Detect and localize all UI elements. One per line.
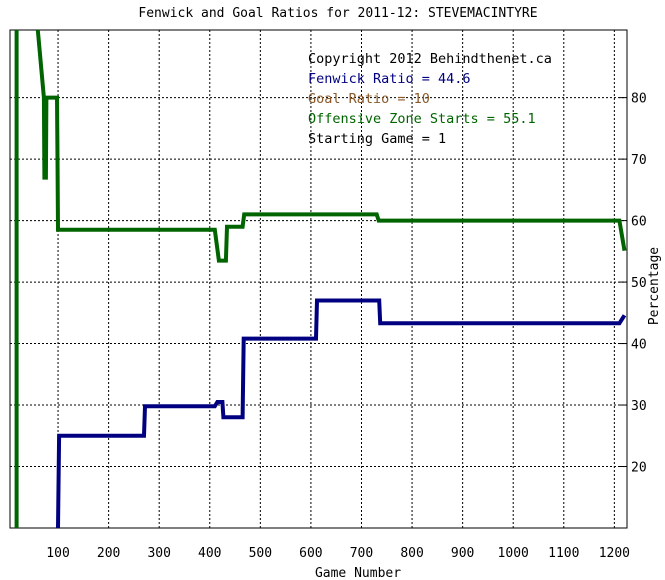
y-tick-label: 50: [631, 276, 647, 291]
annotation-block: Copyright 2012 Behindthenet.ca Fenwick Ra…: [308, 51, 552, 147]
annotation-line: Goal Ratio = 10: [308, 91, 430, 107]
x-tick-labels: 100 200 300 400 500 600 700 800 900 1000 1100 1200: [46, 546, 630, 561]
x-tick-label: 700: [350, 546, 373, 561]
plot-frame: [9, 29, 628, 529]
annotation-line: Copyright 2012 Behindthenet.ca: [308, 51, 552, 67]
x-tick-label: 400: [198, 546, 221, 561]
annotation-line: Fenwick Ratio = 44.6: [308, 71, 471, 87]
x-tick-label: 500: [249, 546, 272, 561]
series-line-0: [56, 298, 627, 529]
annotation-line: Starting Game = 1: [308, 131, 446, 147]
annotation-line: Offensive Zone Starts = 55.1: [308, 111, 536, 127]
x-tick-label: 300: [147, 546, 170, 561]
vertical-gridlines: [57, 30, 615, 528]
y-tick-label: 40: [631, 338, 647, 353]
y-axis-label: Percentage: [647, 247, 662, 325]
x-tick-label: 1000: [498, 546, 529, 561]
x-tick-label: 200: [97, 546, 120, 561]
x-tick-label: 900: [451, 546, 474, 561]
y-tick-labels: 20 30 40 50 60 70 80: [631, 92, 647, 476]
x-tick-label: 800: [400, 546, 423, 561]
x-tick-label: 100: [46, 546, 69, 561]
chart-title: Fenwick and Goal Ratios for 2011-12: STE…: [138, 6, 537, 21]
series-line-1: [35, 29, 627, 263]
y-tick-label: 60: [631, 215, 647, 230]
x-tick-label: 1200: [599, 546, 630, 561]
x-axis-label: Game Number: [315, 566, 401, 580]
y-tick-label: 20: [631, 461, 647, 476]
series-layer: [14, 29, 627, 529]
y-tick-label: 80: [631, 92, 647, 107]
x-tick-label: 600: [299, 546, 322, 561]
x-tick-label: 1100: [548, 546, 579, 561]
y-tick-label: 30: [631, 399, 647, 414]
horizontal-gridlines: [10, 97, 627, 468]
y-tick-label: 70: [631, 153, 647, 168]
